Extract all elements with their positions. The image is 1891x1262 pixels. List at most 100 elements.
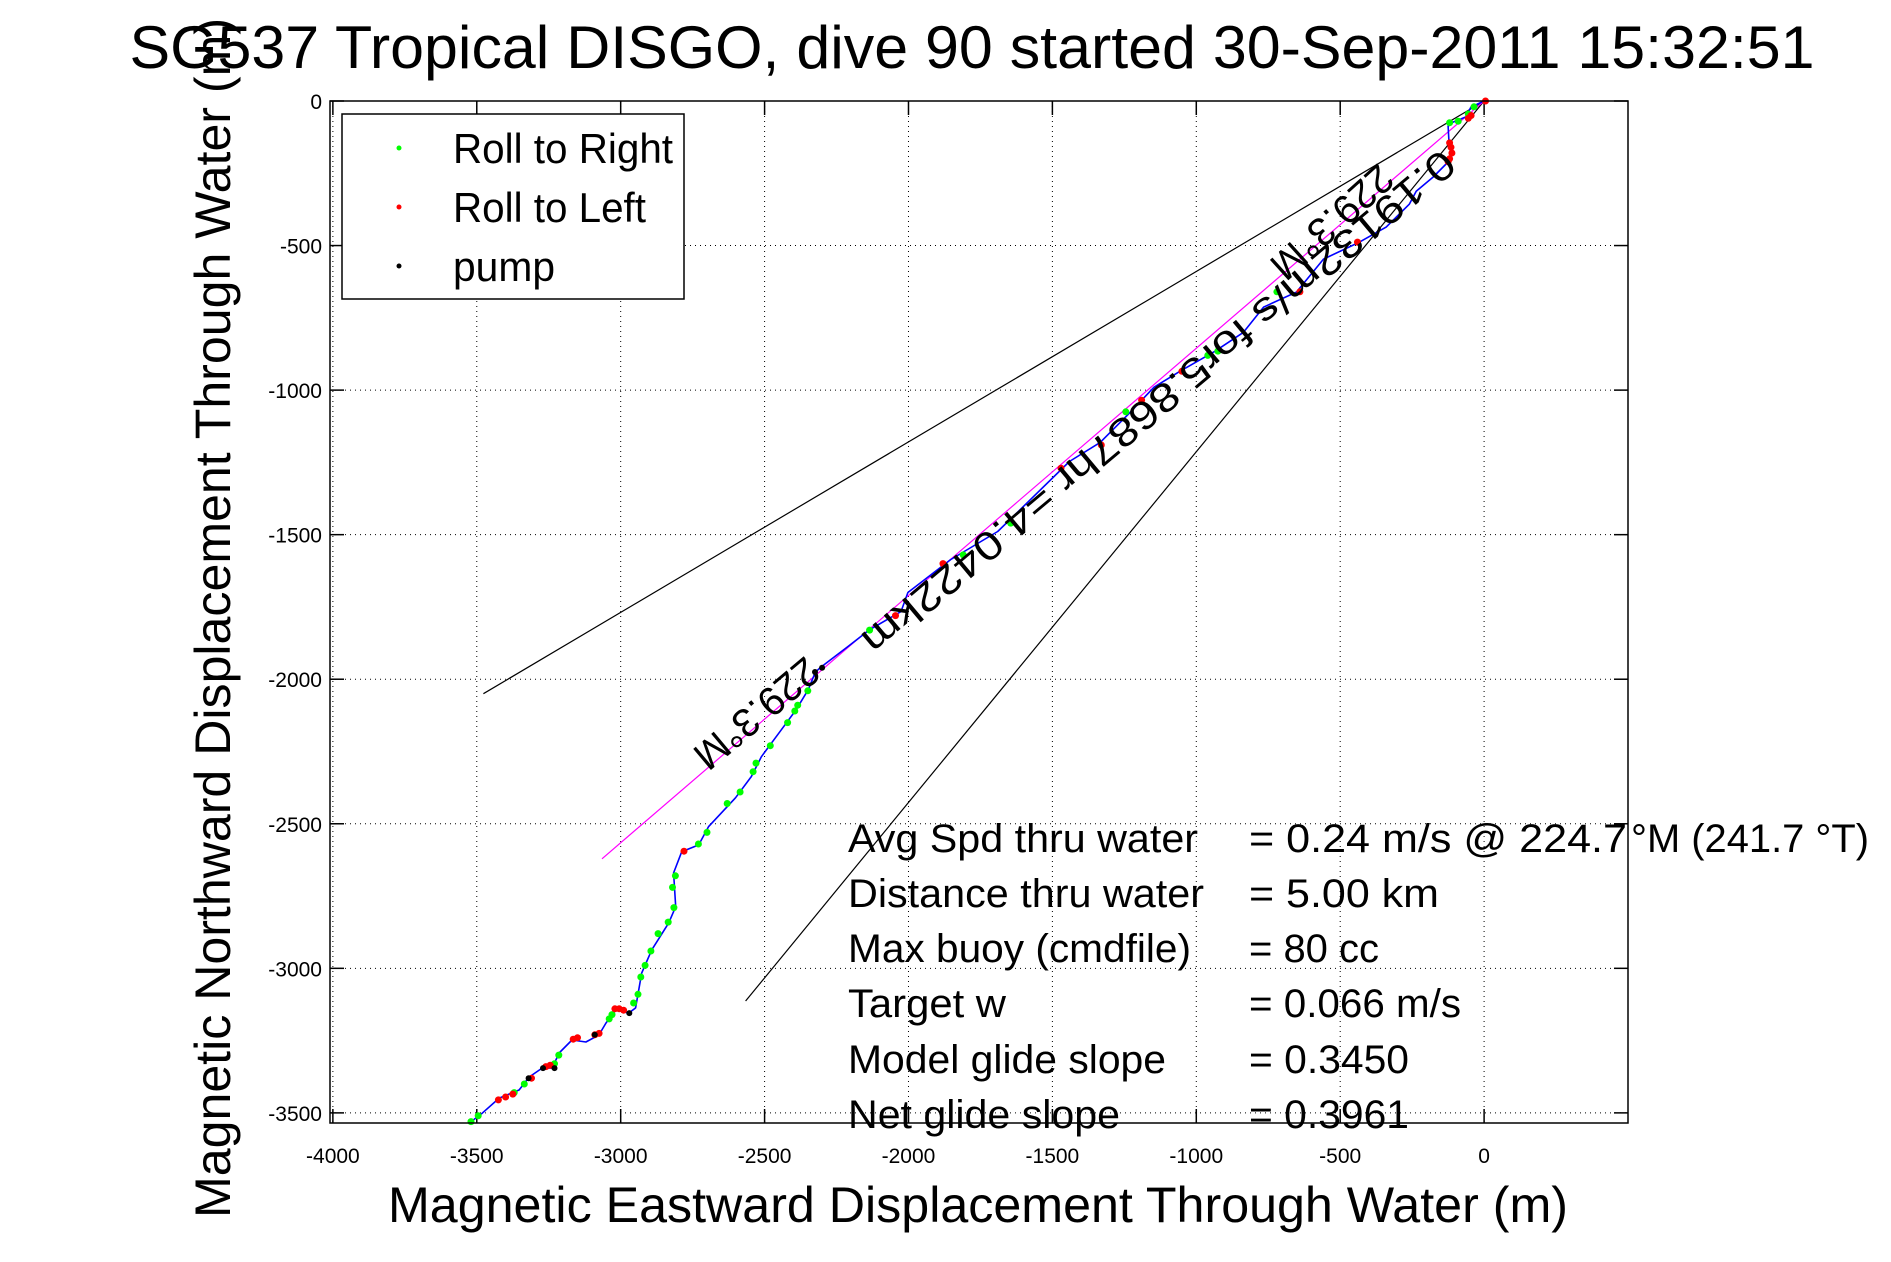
y-tick-labels: 0 -500 -1000 -1500 -2000 -2500 -3000 -3500 (268, 91, 322, 1126)
dive-stats: Avg Spd thru water = 0.24 m/s @ 224.7 °M… (848, 817, 1869, 1137)
marker-roll-to-left (494, 1096, 502, 1104)
legend-label-pump: pump (453, 243, 555, 290)
marker-roll-to-right (1007, 519, 1015, 527)
marker-roll-to-right (474, 1112, 482, 1120)
marker-roll-to-right (791, 707, 799, 715)
series-line-heading-envelope-lower (745, 100, 1485, 1002)
marker-roll-to-left (574, 1034, 581, 1042)
x-tick-label: -3000 (594, 1145, 648, 1168)
y-tick-label: -3500 (268, 1103, 322, 1126)
legend-marker-roll-left (396, 204, 402, 210)
marker-roll-to-right (1273, 288, 1281, 296)
y-tick-label: 0 (310, 91, 322, 114)
marker-roll-to-left (509, 1090, 517, 1098)
x-tick-label: -1000 (1169, 1145, 1223, 1168)
marker-roll-to-right (959, 551, 967, 559)
y-tick-label: -500 (280, 236, 322, 259)
marker-roll-to-left (1178, 367, 1186, 375)
marker-roll-to-left (1467, 112, 1475, 119)
stat-label-avg-speed: Avg Spd thru water (848, 817, 1198, 861)
stat-value-target-w: = 0.066 m/s (1249, 982, 1461, 1026)
stat-extra-avg-speed: °M (241.7 °T) (1631, 817, 1869, 861)
marker-roll-to-right (804, 687, 812, 695)
legend-label-roll-left: Roll to Left (453, 184, 646, 231)
stat-value-avg-speed: = 0.24 m/s @ 224.7 (1249, 817, 1627, 861)
marker-roll-to-right (664, 918, 672, 926)
marker-roll-to-right (608, 1011, 616, 1019)
marker-pump (591, 1031, 598, 1038)
marker-roll-to-left (892, 612, 899, 620)
x-tick-label: -4000 (306, 1145, 360, 1168)
stat-value-net-glide: = 0.3961 (1249, 1093, 1409, 1137)
marker-roll-to-right (669, 883, 676, 891)
x-tick-label: -2000 (882, 1145, 936, 1168)
marker-roll-to-right (1470, 103, 1478, 111)
marker-roll-to-right (723, 800, 731, 807)
marker-roll-to-right (630, 999, 638, 1007)
marker-roll-to-left (1296, 288, 1304, 296)
x-tick-label: 0 (1478, 1145, 1490, 1168)
marker-roll-to-right (749, 768, 757, 776)
stat-value-distance: = 5.00 km (1249, 872, 1439, 916)
marker-roll-to-left (1444, 158, 1452, 166)
x-tick-labels: -4000 -3500 -3000 -2500 -2000 -1500 -1000 -500 0 (306, 1145, 1490, 1168)
plot-markers (467, 97, 1489, 1126)
y-tick-label: -2000 (268, 669, 322, 692)
marker-roll-to-left (1057, 464, 1065, 472)
marker-roll-to-left (939, 560, 947, 568)
series-line-heading-envelope-upper (483, 100, 1485, 695)
marker-roll-to-right (736, 788, 744, 796)
legend-label-roll-right: Roll to Right (453, 125, 673, 172)
marker-roll-to-right (1214, 347, 1222, 355)
marker-pump (525, 1075, 532, 1082)
marker-pump (540, 1065, 546, 1072)
marker-roll-to-right (637, 973, 645, 981)
marker-roll-to-right (866, 626, 874, 634)
legend: Roll to Right Roll to Left pump (341, 113, 685, 300)
marker-roll-to-right (634, 990, 642, 998)
marker-roll-to-right (654, 930, 662, 938)
marker-roll-to-right (555, 1051, 563, 1059)
legend-marker-roll-right (396, 145, 402, 151)
marker-roll-to-right (520, 1080, 528, 1088)
marker-roll-to-right (671, 872, 679, 880)
marker-roll-to-right (647, 947, 655, 955)
y-tick-label: -1000 (268, 380, 322, 403)
x-tick-label: -2500 (738, 1145, 792, 1168)
marker-roll-to-right (794, 701, 802, 709)
legend-marker-pump (396, 263, 402, 269)
marker-pump (812, 669, 818, 675)
stat-label-target-w: Target w (848, 982, 1006, 1026)
marker-roll-to-right (641, 961, 649, 969)
marker-roll-to-left (1354, 238, 1361, 246)
marker-roll-to-left (680, 847, 688, 855)
marker-roll-to-right (703, 828, 711, 836)
y-axis-label: Magnetic Northward Displacement Through … (185, 18, 241, 1218)
y-tick-label: -3000 (268, 958, 322, 981)
marker-roll-to-right (784, 719, 792, 727)
axis-ticks (330, 100, 1628, 1123)
x-tick-label: -3500 (450, 1145, 504, 1168)
stat-label-net-glide: Net glide slope (848, 1093, 1120, 1137)
marker-roll-to-right (752, 759, 760, 767)
x-tick-label: -500 (1319, 1145, 1361, 1168)
y-tick-label: -2500 (268, 814, 322, 837)
marker-roll-to-right (1122, 408, 1130, 416)
marker-roll-to-right (694, 840, 702, 848)
marker-roll-to-left (1448, 149, 1456, 157)
marker-roll-to-left (1138, 396, 1146, 404)
marker-roll-to-right (467, 1118, 475, 1126)
chart-title: SG537 Tropical DISGO, dive 90 started 30… (130, 14, 1815, 81)
marker-roll-to-right (766, 742, 774, 750)
marker-roll-to-left (620, 1006, 628, 1014)
x-axis-label: Magnetic Eastward Displacement Through W… (388, 1177, 1568, 1233)
stat-label-distance: Distance thru water (848, 872, 1204, 916)
marker-roll-to-left (502, 1093, 510, 1101)
stat-value-model-glide: = 0.3450 (1249, 1038, 1409, 1082)
marker-roll-to-left (1447, 143, 1455, 151)
plot-frame (329, 100, 1629, 1124)
marker-roll-to-left (1097, 441, 1105, 449)
marker-roll-to-right (1446, 119, 1454, 127)
marker-roll-to-right (670, 904, 678, 912)
